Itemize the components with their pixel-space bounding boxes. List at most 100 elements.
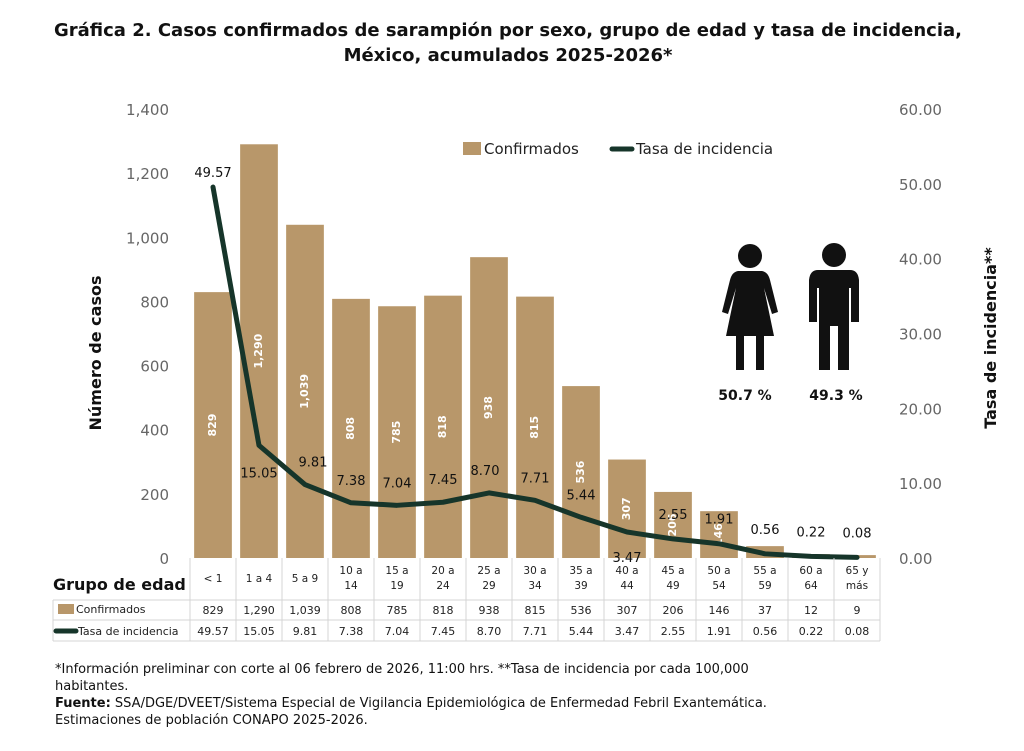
rate-value-label: 5.44: [567, 488, 596, 503]
chart: Gráfica 2. Casos confirmados de sarampió…: [52, 20, 1000, 642]
left-tick-label: 0: [159, 550, 169, 568]
table-cell-confirmados: 307: [617, 604, 638, 617]
left-tick-label: 400: [140, 422, 169, 440]
rate-line-group: [210, 184, 860, 560]
footnote-source: Fuente: SSA/DGE/DVEET/Sistema Especial d…: [55, 695, 985, 712]
rate-value-label: 49.57: [194, 166, 231, 181]
footnote-preliminary: *Información preliminar con corte al 06 …: [55, 662, 749, 677]
right-tick-label: 60.00: [899, 101, 942, 119]
rate-value-label: 7.04: [383, 476, 412, 491]
category-label: 45 a: [661, 565, 684, 577]
table-cell-confirmados: 808: [341, 604, 362, 617]
legend-bar-swatch: [463, 142, 481, 155]
rate-value-label: 2.55: [659, 508, 688, 523]
table-cell-tasa: 5.44: [569, 625, 594, 638]
footnotes: *Información preliminar con corte al 06 …: [55, 661, 985, 729]
table-cell-confirmados: 829: [203, 604, 224, 617]
rate-value-label: 8.70: [471, 464, 500, 479]
table-cell-confirmados: 12: [804, 604, 818, 617]
category-label: 15 a: [385, 565, 408, 577]
table-cell-tasa: 8.70: [477, 625, 502, 638]
category-label: 20 a: [431, 565, 454, 577]
table-cell-confirmados: 1,039: [289, 604, 321, 617]
category-label: 25 a: [477, 565, 500, 577]
bar-value-label: 815: [528, 416, 541, 439]
rate-value-label: 15.05: [240, 466, 277, 481]
bar-value-label: 818: [436, 415, 449, 438]
bar-value-label: 536: [574, 460, 587, 483]
female-percentage: 50.7 %: [718, 388, 771, 404]
bar: [562, 386, 600, 558]
bar: [654, 491, 692, 558]
table-cell-tasa: 7.71: [523, 625, 548, 638]
right-axis-title: Tasa de incidencia**: [981, 247, 1000, 429]
legend-line-label: Tasa de incidencia: [635, 140, 773, 158]
category-label: 44: [620, 580, 634, 592]
table-cell-tasa: 15.05: [243, 625, 275, 638]
bar-value-label: 206: [666, 513, 679, 536]
bar: [194, 292, 232, 558]
chart-title-line2: México, acumulados 2025-2026*: [344, 45, 673, 66]
category-label: 29: [482, 580, 495, 592]
category-label: 1 a 4: [246, 573, 273, 585]
table-cell-confirmados: 37: [758, 604, 772, 617]
bar-value-label: 307: [620, 497, 633, 520]
left-tick-label: 1,200: [126, 165, 169, 183]
category-label: 65 y: [846, 565, 869, 577]
left-tick-label: 200: [140, 486, 169, 504]
table-cell-tasa: 49.57: [197, 625, 229, 638]
table-cell-confirmados: 146: [709, 604, 730, 617]
table-grid: [52, 558, 881, 642]
left-axis-title: Número de casos: [86, 276, 105, 431]
rate-value-label: 3.47: [613, 551, 642, 566]
table-cell-tasa: 7.04: [385, 625, 410, 638]
right-tick-label: 50.00: [899, 176, 942, 194]
source-label: Fuente:: [55, 696, 111, 711]
table-cell-tasa: 7.45: [431, 625, 456, 638]
category-label: 24: [436, 580, 450, 592]
category-label: 14: [344, 580, 358, 592]
bar: [516, 296, 554, 558]
table-bar-key: [58, 604, 74, 614]
category-label: 64: [804, 580, 818, 592]
legend-bar-label: Confirmados: [484, 140, 579, 158]
category-label: 49: [666, 580, 679, 592]
rate-value-label: 7.38: [337, 474, 366, 489]
bar: [286, 224, 324, 558]
bar: [332, 298, 370, 558]
table-cell-tasa: 9.81: [293, 625, 318, 638]
left-tick-label: 1,000: [126, 229, 169, 247]
table-cell-tasa: 0.22: [799, 625, 824, 638]
category-label: < 1: [204, 573, 223, 585]
left-tick-label: 1,400: [126, 101, 169, 119]
rate-labels-group: 49.57 15.05 9.81 7.38 7.04 7.45 8.70 7.71 5.44 3.…: [194, 166, 871, 566]
bar-value-label: 938: [482, 396, 495, 419]
right-tick-label: 20.00: [899, 400, 942, 418]
table-cell-confirmados: 1,290: [243, 604, 275, 617]
table-cell-confirmados: 818: [433, 604, 454, 617]
table-row-header-confirmados: Confirmados: [76, 603, 146, 616]
table-cell-tasa: 2.55: [661, 625, 686, 638]
table-cell-tasa: 3.47: [615, 625, 640, 638]
bar-value-label: 146: [712, 523, 725, 546]
table-cell-confirmados: 206: [663, 604, 684, 617]
table-category-title: Grupo de edad: [53, 575, 186, 594]
table-cell-tasa: 1.91: [707, 625, 732, 638]
bar: [378, 306, 416, 558]
category-label: más: [846, 580, 868, 592]
category-label: 19: [390, 580, 403, 592]
table-category-row: < 1 1 a 4 5 a 9 10 a 14 15 a 19 20 a 24 25 a 29 30 …: [204, 565, 869, 592]
rate-value-label: 7.45: [429, 473, 458, 488]
bar-value-label: 829: [206, 414, 219, 437]
left-tick-label: 800: [140, 293, 169, 311]
bars-group: 829 1,290 1,039 808 785 818 938 815 536 307 206 146: [194, 144, 876, 558]
table-values: 829 1,290 1,039 808 785 818 938 815 536 307 206 146…: [197, 604, 869, 638]
rate-value-label: 9.81: [299, 456, 328, 471]
bar: [700, 511, 738, 558]
rate-value-label: 0.22: [797, 525, 826, 540]
female-icon: [722, 244, 778, 370]
legend: Confirmados Tasa de incidencia: [463, 140, 773, 158]
right-tick-label: 10.00: [899, 475, 942, 493]
table-row-header-tasa: Tasa de incidencia: [77, 625, 179, 638]
left-axis-ticks: 0 200 400 600 800 1,000 1,200 1,400: [126, 101, 169, 568]
